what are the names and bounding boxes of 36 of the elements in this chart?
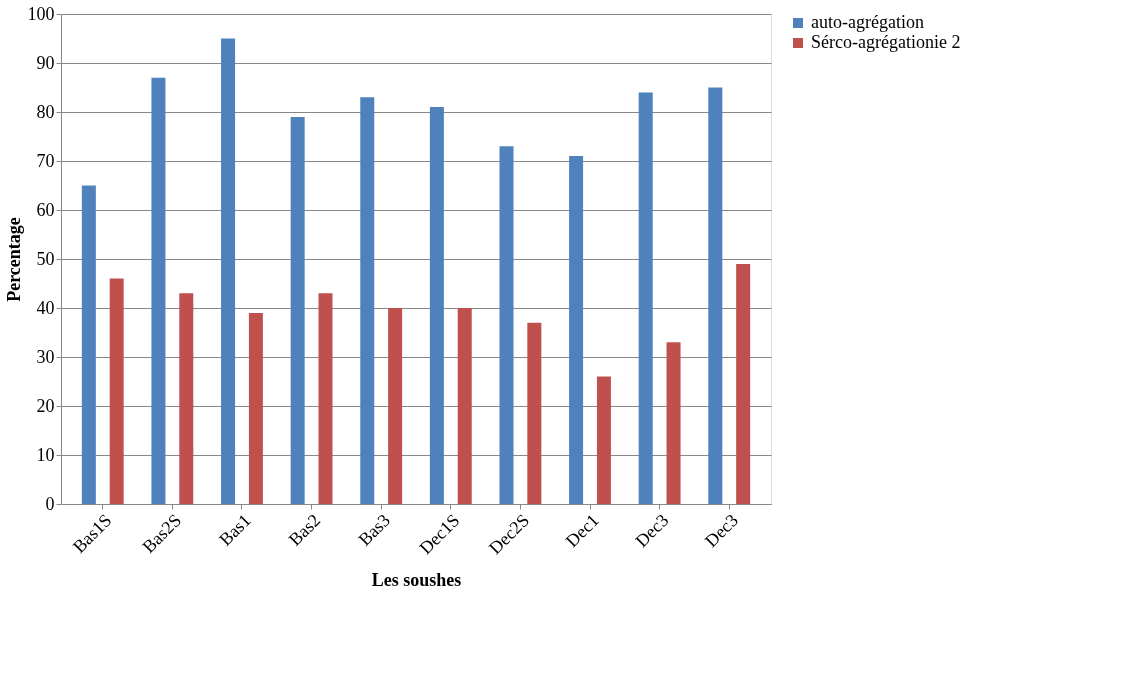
- bar: [151, 77, 166, 504]
- legend-label: Sérco-agrégationie 2: [811, 32, 961, 52]
- bar: [457, 308, 472, 504]
- bar: [109, 278, 124, 504]
- bar: [248, 312, 263, 504]
- y-tick-label: 20: [36, 395, 55, 416]
- y-tick-label: 100: [27, 3, 55, 24]
- bar: [499, 146, 514, 504]
- bar: [708, 87, 723, 504]
- x-tick-label: Bas1: [215, 510, 255, 550]
- bar: [290, 116, 305, 504]
- bar: [81, 185, 96, 504]
- y-tick-label: 10: [36, 444, 55, 465]
- bar: [736, 263, 751, 504]
- y-axis-title: Percentage: [3, 217, 24, 302]
- bar: [221, 38, 236, 504]
- y-tick-label: 80: [36, 101, 55, 122]
- bar: [638, 92, 653, 504]
- y-tick-label: 90: [36, 52, 55, 73]
- bar: [527, 322, 542, 504]
- x-axis-title: Les soushes: [371, 570, 462, 591]
- y-tick-label: 40: [36, 297, 55, 318]
- bar: [596, 376, 611, 504]
- bar: [360, 97, 375, 504]
- bar: [429, 107, 444, 504]
- bar: [569, 156, 584, 504]
- y-tick-label: 60: [36, 199, 55, 220]
- y-tick-label: 30: [36, 346, 55, 367]
- bar: [179, 293, 194, 504]
- bar: [666, 342, 681, 504]
- y-tick-label: 50: [36, 248, 55, 269]
- y-tick-label: 0: [45, 493, 55, 514]
- bar: [318, 293, 333, 504]
- legend-label: auto-agrégation: [811, 12, 924, 32]
- bar: [388, 308, 403, 504]
- y-tick-label: 70: [36, 150, 55, 171]
